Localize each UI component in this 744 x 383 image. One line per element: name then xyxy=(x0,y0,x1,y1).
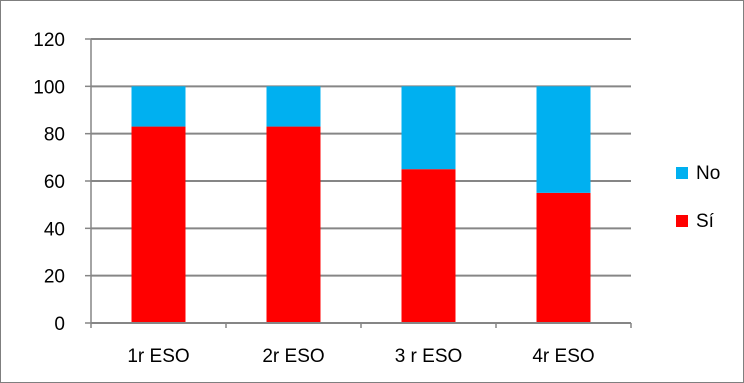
bar-No-1 xyxy=(266,86,321,127)
x-tick-label-0: 1r ESO xyxy=(127,346,189,367)
y-tick-label-100: 100 xyxy=(33,77,65,98)
bars xyxy=(131,86,591,323)
axes xyxy=(85,38,632,328)
x-tick-label-3: 4r ESO xyxy=(532,346,594,367)
bar-Sí-3 xyxy=(536,192,591,323)
y-tick-labels: 0 20 40 60 80 100 120 xyxy=(33,30,65,335)
y-tick-label-40: 40 xyxy=(44,219,65,240)
y-tick-label-0: 0 xyxy=(54,314,65,335)
x-tick-labels: 1r ESO 2r ESO 3 r ESO 4r ESO xyxy=(127,346,594,367)
bar-No-3 xyxy=(536,86,591,193)
legend: No Sí xyxy=(676,163,720,232)
bar-No-2 xyxy=(401,86,456,170)
x-tick-label-1: 2r ESO xyxy=(262,346,324,367)
legend-label-Sí: Sí xyxy=(696,211,715,232)
legend-swatch-Sí xyxy=(676,215,688,227)
y-tick-label-80: 80 xyxy=(44,125,65,146)
legend-label-No: No xyxy=(696,163,720,184)
bar-Sí-1 xyxy=(266,126,321,323)
x-tick-label-2: 3 r ESO xyxy=(395,346,463,367)
bar-No-0 xyxy=(131,86,186,127)
y-tick-label-60: 60 xyxy=(44,172,65,193)
legend-swatch-No xyxy=(676,167,688,179)
y-tick-label-120: 120 xyxy=(33,30,65,51)
y-tick-label-20: 20 xyxy=(44,267,65,288)
bar-Sí-0 xyxy=(131,126,186,323)
bar-Sí-2 xyxy=(401,169,456,323)
